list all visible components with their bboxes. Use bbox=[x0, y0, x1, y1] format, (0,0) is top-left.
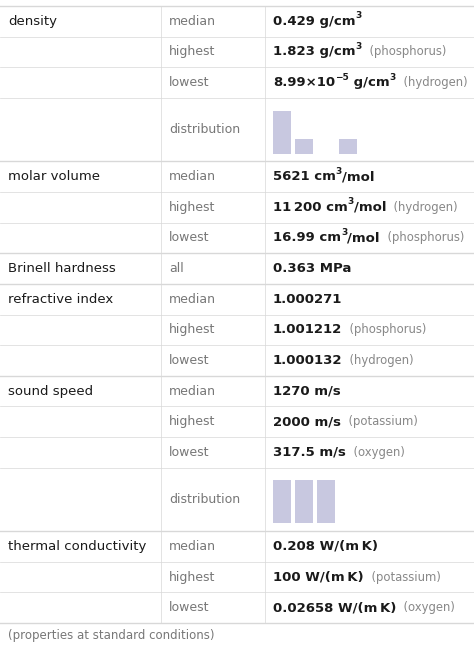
Text: /mol: /mol bbox=[347, 232, 380, 245]
Text: 317.5 m/s: 317.5 m/s bbox=[273, 446, 346, 459]
Text: 0.363 MPa: 0.363 MPa bbox=[273, 262, 351, 275]
Text: all: all bbox=[169, 262, 184, 275]
Text: 2000 m/s: 2000 m/s bbox=[273, 415, 341, 428]
Text: (oxygen): (oxygen) bbox=[346, 446, 405, 459]
Text: median: median bbox=[169, 170, 216, 183]
Text: 3: 3 bbox=[356, 11, 362, 20]
Text: (hydrogen): (hydrogen) bbox=[386, 201, 458, 214]
Text: 0.429 g/cm: 0.429 g/cm bbox=[273, 15, 356, 28]
Text: median: median bbox=[169, 15, 216, 28]
Bar bbox=[295, 139, 313, 154]
Text: highest: highest bbox=[169, 571, 215, 584]
Text: lowest: lowest bbox=[169, 354, 210, 367]
Bar bbox=[295, 480, 313, 523]
Text: 0.02658 W/(m K): 0.02658 W/(m K) bbox=[273, 601, 396, 614]
Text: median: median bbox=[169, 540, 216, 553]
Text: 5621 cm: 5621 cm bbox=[273, 170, 336, 183]
Text: density: density bbox=[8, 15, 57, 28]
Text: (phosphorus): (phosphorus) bbox=[380, 232, 464, 245]
Text: Brinell hardness: Brinell hardness bbox=[8, 262, 116, 275]
Text: (properties at standard conditions): (properties at standard conditions) bbox=[8, 628, 215, 641]
Text: 1.000271: 1.000271 bbox=[273, 292, 342, 305]
Text: 11 200 cm: 11 200 cm bbox=[273, 201, 348, 214]
Text: g/cm: g/cm bbox=[349, 76, 390, 89]
Text: (potassium): (potassium) bbox=[341, 415, 418, 428]
Text: 1270 m/s: 1270 m/s bbox=[273, 384, 341, 398]
Bar bbox=[339, 139, 357, 154]
Text: 3: 3 bbox=[356, 42, 362, 51]
Text: (hydrogen): (hydrogen) bbox=[396, 76, 467, 89]
Text: (hydrogen): (hydrogen) bbox=[343, 354, 414, 367]
Text: 1.000132: 1.000132 bbox=[273, 354, 343, 367]
Bar bbox=[273, 111, 291, 154]
Text: 3: 3 bbox=[336, 166, 342, 175]
Bar bbox=[273, 480, 291, 523]
Text: highest: highest bbox=[169, 415, 215, 428]
Text: 3: 3 bbox=[348, 197, 354, 206]
Text: 3: 3 bbox=[341, 228, 347, 237]
Text: 8.99×10: 8.99×10 bbox=[273, 76, 335, 89]
Text: 0.208 W/(m K): 0.208 W/(m K) bbox=[273, 540, 378, 553]
Text: lowest: lowest bbox=[169, 76, 210, 89]
Text: highest: highest bbox=[169, 45, 215, 58]
Text: distribution: distribution bbox=[169, 123, 240, 136]
Text: refractive index: refractive index bbox=[8, 292, 113, 305]
Text: median: median bbox=[169, 292, 216, 305]
Text: thermal conductivity: thermal conductivity bbox=[8, 540, 146, 553]
Text: highest: highest bbox=[169, 324, 215, 336]
Text: sound speed: sound speed bbox=[8, 384, 93, 398]
Text: lowest: lowest bbox=[169, 446, 210, 459]
Text: (phosphorus): (phosphorus) bbox=[342, 324, 427, 336]
Text: molar volume: molar volume bbox=[8, 170, 100, 183]
Text: median: median bbox=[169, 384, 216, 398]
Text: 100 W/(m K): 100 W/(m K) bbox=[273, 571, 364, 584]
Text: lowest: lowest bbox=[169, 232, 210, 245]
Text: /mol: /mol bbox=[354, 201, 386, 214]
Bar bbox=[317, 480, 335, 523]
Text: (oxygen): (oxygen) bbox=[396, 601, 455, 614]
Text: (phosphorus): (phosphorus) bbox=[362, 45, 446, 58]
Text: 1.001212: 1.001212 bbox=[273, 324, 342, 336]
Text: 16.99 cm: 16.99 cm bbox=[273, 232, 341, 245]
Text: distribution: distribution bbox=[169, 493, 240, 506]
Text: highest: highest bbox=[169, 201, 215, 214]
Text: lowest: lowest bbox=[169, 601, 210, 614]
Text: (potassium): (potassium) bbox=[364, 571, 440, 584]
Text: 1.823 g/cm: 1.823 g/cm bbox=[273, 45, 356, 58]
Text: 3: 3 bbox=[390, 72, 396, 82]
Text: −5: −5 bbox=[335, 72, 349, 82]
Text: /mol: /mol bbox=[342, 170, 374, 183]
